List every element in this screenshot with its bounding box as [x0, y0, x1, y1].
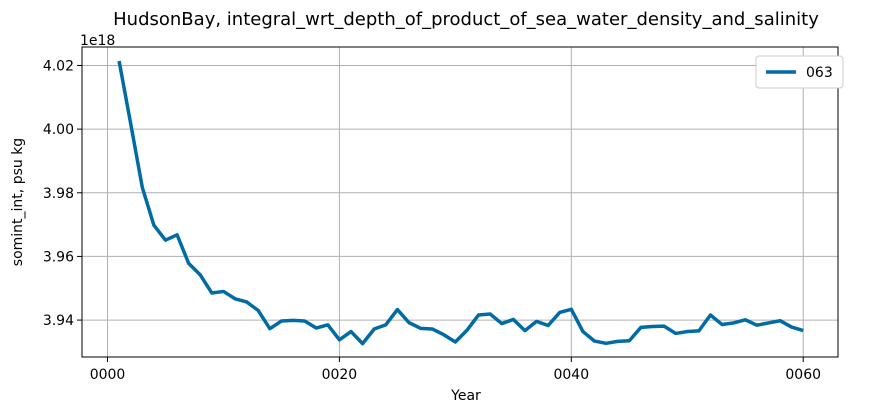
x-tick-label: 0060 [785, 367, 821, 383]
chart-title: HudsonBay, integral_wrt_depth_of_product… [113, 9, 819, 30]
y-tick-label: 4.00 [43, 122, 74, 138]
y-axis-label: somint_int, psu kg [10, 138, 26, 266]
legend-label: 063 [806, 65, 833, 81]
y-axis: 3.94 3.96 3.98 4.00 4.02 [43, 58, 82, 329]
y-tick-label: 3.94 [43, 313, 74, 329]
legend-box [755, 55, 844, 89]
y-offset-label: 1e18 [80, 33, 115, 49]
x-tick-label: 0040 [553, 367, 589, 383]
x-tick-label: 0000 [90, 367, 126, 383]
series-line-063 [117, 60, 804, 346]
y-tick-label: 3.98 [43, 186, 74, 202]
grid [82, 47, 838, 357]
legend: 063 [755, 55, 844, 89]
y-tick-label: 3.96 [43, 249, 74, 265]
plot-frame [81, 46, 839, 358]
x-axis: 0000 0020 0040 0060 [90, 357, 821, 383]
y-tick-label: 4.02 [43, 58, 74, 74]
x-axis-label: Year [450, 388, 481, 404]
series-layer [117, 60, 804, 346]
x-tick-label: 0020 [322, 367, 358, 383]
